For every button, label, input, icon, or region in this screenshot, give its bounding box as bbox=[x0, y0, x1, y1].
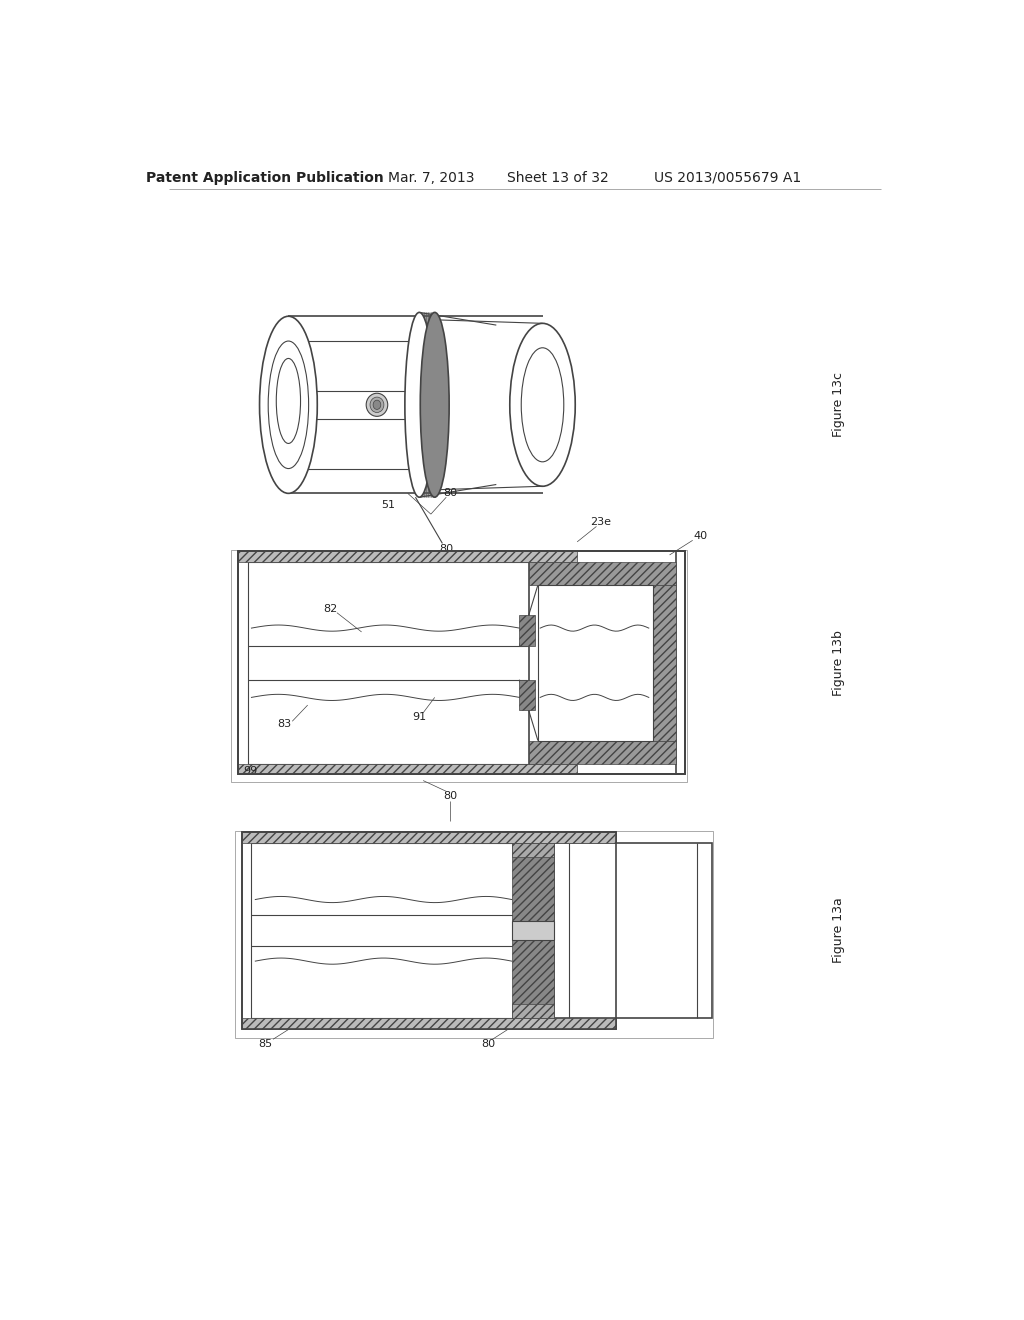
Text: 51: 51 bbox=[382, 500, 395, 510]
Text: Patent Application Publication: Patent Application Publication bbox=[146, 170, 384, 185]
Bar bbox=[239, 763, 578, 775]
Bar bbox=[239, 552, 685, 775]
Text: 85: 85 bbox=[258, 1039, 272, 1049]
Bar bbox=[512, 843, 554, 1018]
Ellipse shape bbox=[510, 323, 575, 486]
Ellipse shape bbox=[521, 347, 564, 462]
Bar bbox=[230, 549, 686, 781]
Text: 80: 80 bbox=[443, 488, 457, 499]
Text: 23e: 23e bbox=[590, 517, 610, 527]
Text: Figure 13c: Figure 13c bbox=[833, 372, 846, 437]
Ellipse shape bbox=[268, 341, 308, 469]
Bar bbox=[239, 552, 685, 775]
Text: 80: 80 bbox=[481, 1039, 496, 1049]
Bar bbox=[243, 832, 615, 843]
Ellipse shape bbox=[276, 359, 300, 444]
Bar bbox=[519, 615, 535, 645]
Bar bbox=[248, 562, 535, 763]
Bar bbox=[528, 552, 676, 775]
Ellipse shape bbox=[259, 317, 317, 494]
Text: Sheet 13 of 32: Sheet 13 of 32 bbox=[507, 170, 609, 185]
Text: 83: 83 bbox=[278, 719, 292, 730]
Ellipse shape bbox=[370, 397, 384, 413]
Text: 81: 81 bbox=[555, 615, 568, 626]
Ellipse shape bbox=[404, 313, 434, 498]
Bar bbox=[512, 921, 554, 940]
Bar bbox=[538, 585, 652, 741]
Text: 82: 82 bbox=[324, 603, 338, 614]
Ellipse shape bbox=[420, 313, 450, 498]
Text: Mar. 7, 2013: Mar. 7, 2013 bbox=[388, 170, 474, 185]
Bar bbox=[528, 741, 676, 763]
Ellipse shape bbox=[367, 393, 388, 416]
Text: 80: 80 bbox=[439, 544, 454, 554]
Bar bbox=[243, 1018, 615, 1028]
Bar bbox=[652, 585, 676, 741]
Text: 40: 40 bbox=[693, 531, 708, 541]
Bar bbox=[234, 830, 714, 1038]
Text: Figure 13b: Figure 13b bbox=[833, 630, 846, 696]
Bar bbox=[512, 843, 554, 857]
Bar bbox=[239, 552, 578, 562]
Text: 80: 80 bbox=[443, 791, 457, 801]
Text: Figure 13a: Figure 13a bbox=[833, 898, 846, 964]
Bar bbox=[519, 680, 535, 710]
Bar bbox=[239, 552, 685, 775]
Text: US 2013/0055679 A1: US 2013/0055679 A1 bbox=[653, 170, 801, 185]
Bar bbox=[243, 832, 615, 1028]
Text: 99: 99 bbox=[243, 766, 257, 776]
Ellipse shape bbox=[373, 400, 381, 409]
Bar bbox=[528, 562, 676, 585]
Bar bbox=[252, 843, 519, 1018]
Text: 91: 91 bbox=[413, 711, 426, 722]
Bar bbox=[554, 843, 712, 1018]
Bar bbox=[512, 1003, 554, 1018]
Bar bbox=[243, 832, 615, 1028]
